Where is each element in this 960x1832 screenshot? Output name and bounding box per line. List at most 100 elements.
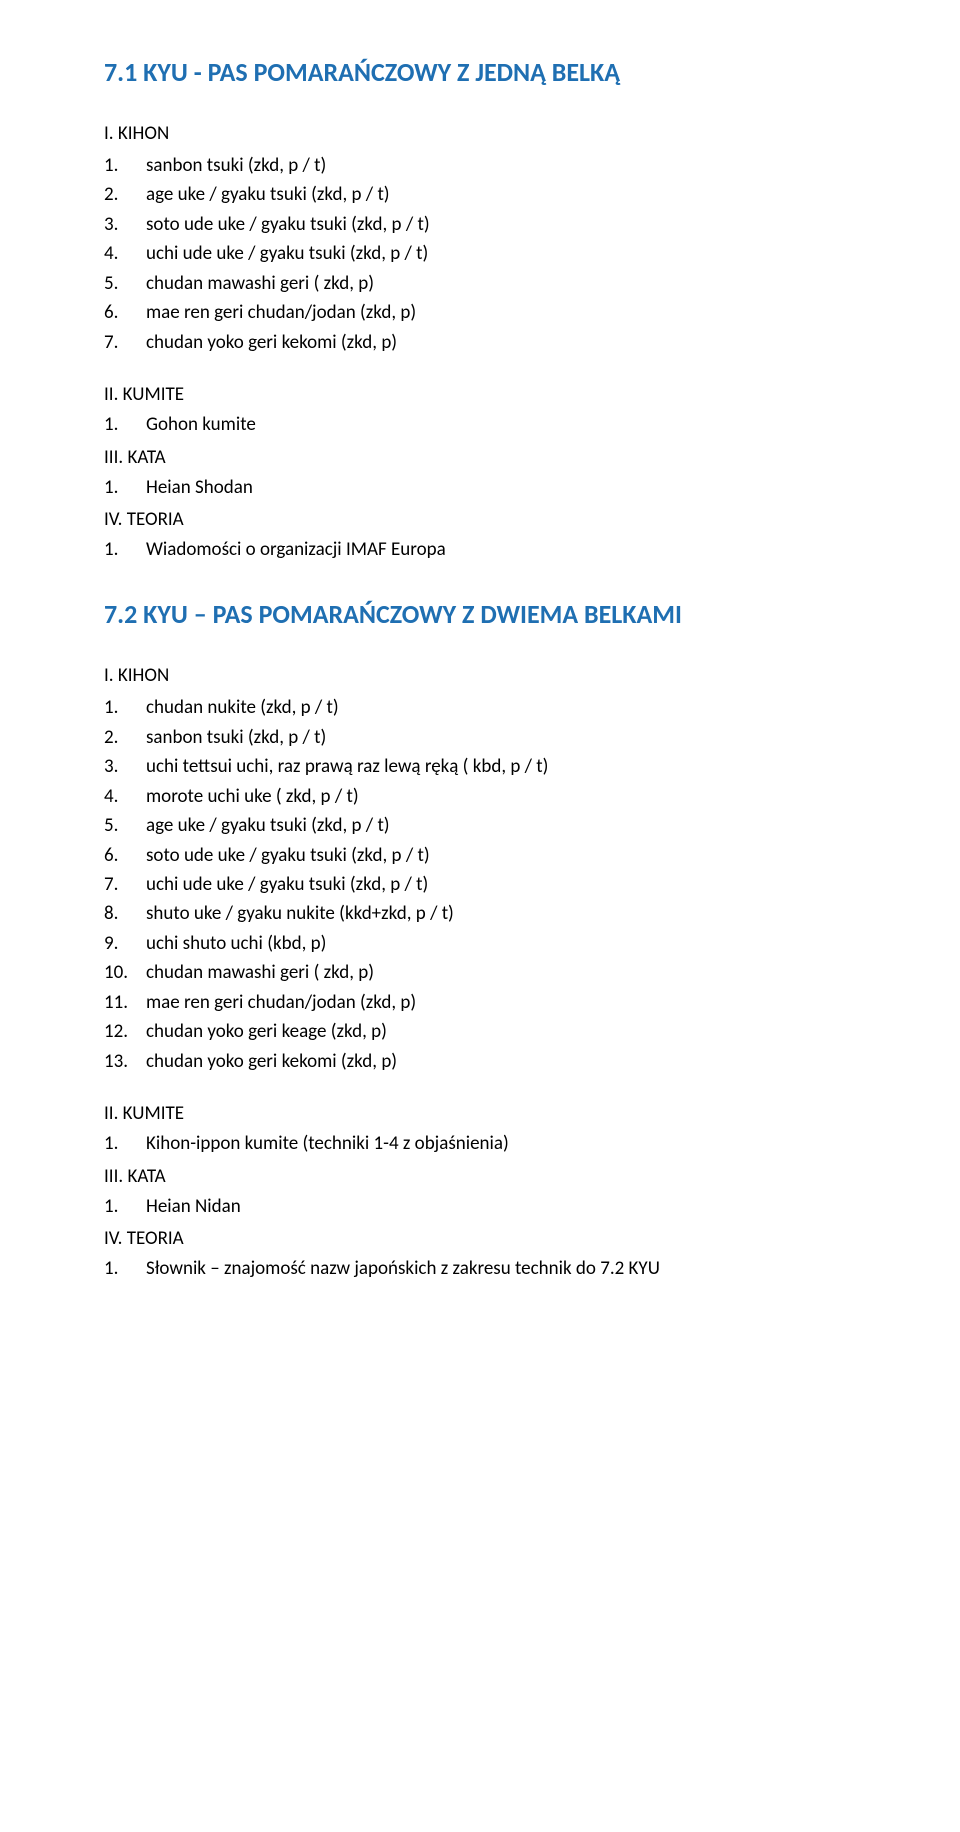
- item-text: shuto uke / gyaku nukite (kkd+zkd, p / t…: [146, 902, 454, 925]
- item-text: soto ude uke / gyaku tsuki (zkd, p / t): [146, 213, 430, 236]
- item-text: chudan yoko geri keage (zkd, p): [146, 1020, 387, 1043]
- kumite-label-72: II. KUMITE: [104, 1102, 872, 1125]
- item-text: uchi tettsui uchi, raz prawą raz lewą rę…: [146, 755, 548, 778]
- list-item: 9.uchi shuto uchi (kbd, p): [146, 929, 872, 958]
- kata-block-72: III. KATA 1. Heian Nidan: [104, 1165, 872, 1221]
- list-item: 4.morote uchi uke ( zkd, p / t): [146, 782, 872, 811]
- item-text: soto ude uke / gyaku tsuki (zkd, p / t): [146, 844, 430, 867]
- list-item: 1.sanbon tsuki (zkd, p / t): [146, 151, 872, 180]
- item-text: uchi shuto uchi (kbd, p): [146, 932, 326, 955]
- list-item: 7.uchi ude uke / gyaku tsuki (zkd, p / t…: [146, 870, 872, 899]
- item-text: mae ren geri chudan/jodan (zkd, p): [146, 991, 416, 1014]
- document-page: 7.1 KYU - PAS POMARAŃCZOWY Z JEDNĄ BELKĄ…: [0, 0, 960, 1329]
- item-number: 1.: [104, 535, 140, 564]
- kata-list-72: 1. Heian Nidan: [104, 1192, 872, 1221]
- item-text: uchi ude uke / gyaku tsuki (zkd, p / t): [146, 242, 428, 265]
- list-item: 1.Heian Nidan: [146, 1192, 872, 1221]
- list-item: 2.sanbon tsuki (zkd, p / t): [146, 723, 872, 752]
- item-number: 13.: [104, 1047, 140, 1076]
- kata-label-71: III. KATA: [104, 446, 872, 469]
- list-item: 3.soto ude uke / gyaku tsuki (zkd, p / t…: [146, 210, 872, 239]
- list-item: 3.uchi tettsui uchi, raz prawą raz lewą …: [146, 752, 872, 781]
- item-number: 1.: [104, 1129, 140, 1158]
- item-number: 1.: [104, 410, 140, 439]
- list-item: 1.Gohon kumite: [146, 410, 872, 439]
- item-number: 7.: [104, 870, 140, 899]
- list-item: 8.shuto uke / gyaku nukite (kkd+zkd, p /…: [146, 899, 872, 928]
- list-item: 6.soto ude uke / gyaku tsuki (zkd, p / t…: [146, 841, 872, 870]
- list-item: 12.chudan yoko geri keage (zkd, p): [146, 1017, 872, 1046]
- kumite-block-71: II. KUMITE 1.Gohon kumite: [104, 383, 872, 439]
- item-text: mae ren geri chudan/jodan (zkd, p): [146, 301, 416, 324]
- item-number: 4.: [104, 239, 140, 268]
- item-number: 3.: [104, 210, 140, 239]
- item-text: age uke / gyaku tsuki (zkd, p / t): [146, 814, 390, 837]
- item-number: 1.: [104, 1192, 140, 1221]
- item-text: age uke / gyaku tsuki (zkd, p / t): [146, 183, 390, 206]
- item-text: morote uchi uke ( zkd, p / t): [146, 785, 359, 808]
- item-text: chudan mawashi geri ( zkd, p): [146, 272, 374, 295]
- item-number: 1.: [104, 151, 140, 180]
- list-item: 1.Kihon-ippon kumite (techniki 1-4 z obj…: [146, 1129, 872, 1158]
- item-text: Słownik – znajomość nazw japońskich z za…: [146, 1257, 660, 1280]
- teoria-label-72: IV. TEORIA: [104, 1227, 872, 1250]
- kumite-block-72: II. KUMITE 1. Kihon-ippon kumite (technik…: [104, 1102, 872, 1158]
- kata-list-71: 1.Heian Shodan: [104, 473, 872, 502]
- kihon-label-72: I. KIHON: [104, 664, 872, 687]
- list-item: 1.Słownik – znajomość nazw japońskich z …: [146, 1254, 872, 1283]
- item-number: 1.: [104, 693, 140, 722]
- teoria-list-72: 1. Słownik – znajomość nazw japońskich z …: [104, 1254, 872, 1283]
- section-heading-71: 7.1 KYU - PAS POMARAŃCZOWY Z JEDNĄ BELKĄ: [104, 56, 872, 88]
- list-item: 6.mae ren geri chudan/jodan (zkd, p): [146, 298, 872, 327]
- item-text: chudan mawashi geri ( zkd, p): [146, 961, 374, 984]
- list-item: 1.Heian Shodan: [146, 473, 872, 502]
- item-number: 11.: [104, 988, 140, 1017]
- item-number: 7.: [104, 328, 140, 357]
- item-text: sanbon tsuki (zkd, p / t): [146, 154, 326, 177]
- list-item: 5.chudan mawashi geri ( zkd, p): [146, 269, 872, 298]
- item-number: 4.: [104, 782, 140, 811]
- kihon-list-72: 1.chudan nukite (zkd, p / t)2.sanbon tsu…: [104, 693, 872, 1076]
- item-number: 6.: [104, 298, 140, 327]
- item-text: Kihon-ippon kumite (techniki 1-4 z objaś…: [146, 1132, 509, 1155]
- teoria-label-71: IV. TEORIA: [104, 508, 872, 531]
- kihon-block-71: I. KIHON 1.sanbon tsuki (zkd, p / t)2.ag…: [104, 122, 872, 357]
- list-item: 10.chudan mawashi geri ( zkd, p): [146, 958, 872, 987]
- item-number: 2.: [104, 180, 140, 209]
- item-text: sanbon tsuki (zkd, p / t): [146, 726, 326, 749]
- item-number: 8.: [104, 899, 140, 928]
- item-text: Heian Nidan: [146, 1195, 241, 1218]
- section-heading-72: 7.2 KYU – PAS POMARAŃCZOWY Z DWIEMA BELK…: [104, 598, 872, 630]
- kata-block-71: III. KATA 1.Heian Shodan: [104, 446, 872, 502]
- kihon-block-72: I. KIHON 1.chudan nukite (zkd, p / t)2.s…: [104, 664, 872, 1076]
- kumite-list-72: 1. Kihon-ippon kumite (techniki 1-4 z obj…: [104, 1129, 872, 1158]
- list-item: 11.mae ren geri chudan/jodan (zkd, p): [146, 988, 872, 1017]
- teoria-block-71: IV. TEORIA 1.Wiadomości o organizacji IM…: [104, 508, 872, 564]
- item-number: 9.: [104, 929, 140, 958]
- item-number: 5.: [104, 811, 140, 840]
- list-item: 13.chudan yoko geri kekomi (zkd, p): [146, 1047, 872, 1076]
- teoria-block-72: IV. TEORIA 1. Słownik – znajomość nazw ja…: [104, 1227, 872, 1283]
- item-text: Heian Shodan: [146, 476, 253, 499]
- item-number: 6.: [104, 841, 140, 870]
- item-number: 10.: [104, 958, 140, 987]
- list-item: 1.Wiadomości o organizacji IMAF Europa: [146, 535, 872, 564]
- item-number: 5.: [104, 269, 140, 298]
- item-number: 3.: [104, 752, 140, 781]
- item-text: chudan yoko geri kekomi (zkd, p): [146, 1050, 397, 1073]
- kumite-list-71: 1. Gohon kumite: [104, 410, 872, 439]
- kihon-label-71: I. KIHON: [104, 122, 872, 145]
- item-number: 12.: [104, 1017, 140, 1046]
- kihon-list-71: 1.sanbon tsuki (zkd, p / t)2.age uke / g…: [104, 151, 872, 357]
- list-item: 2.age uke / gyaku tsuki (zkd, p / t): [146, 180, 872, 209]
- list-item: 4.uchi ude uke / gyaku tsuki (zkd, p / t…: [146, 239, 872, 268]
- item-number: 1.: [104, 1254, 140, 1283]
- kata-label-72: III. KATA: [104, 1165, 872, 1188]
- list-item: 1.chudan nukite (zkd, p / t): [146, 693, 872, 722]
- item-text: chudan nukite (zkd, p / t): [146, 696, 339, 719]
- item-number: 2.: [104, 723, 140, 752]
- list-item: 5.age uke / gyaku tsuki (zkd, p / t): [146, 811, 872, 840]
- item-text: Gohon kumite: [146, 413, 256, 436]
- item-text: uchi ude uke / gyaku tsuki (zkd, p / t): [146, 873, 428, 896]
- item-text: chudan yoko geri kekomi (zkd, p): [146, 331, 397, 354]
